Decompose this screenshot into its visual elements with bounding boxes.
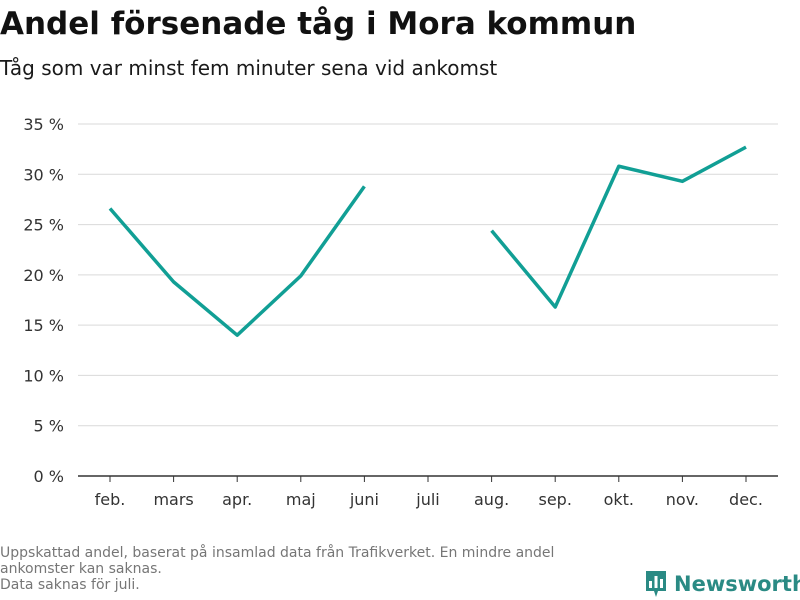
chart-title: Andel försenade tåg i Mora kommun — [0, 6, 637, 42]
y-tick-label: 15 % — [23, 316, 64, 335]
y-tick-label: 25 % — [23, 216, 64, 235]
footnote-line: ankomster kan saknas. — [0, 561, 162, 577]
x-tick-label: dec. — [729, 490, 763, 509]
y-tick-label: 35 % — [23, 115, 64, 134]
y-tick-label: 10 % — [23, 366, 64, 385]
x-tick-label: mars — [153, 490, 193, 509]
footnote-line: Data saknas för juli. — [0, 577, 140, 593]
chart-subtitle: Tåg som var minst fem minuter sena vid a… — [0, 56, 498, 80]
footnote-line: Uppskattad andel, baserat på insamlad da… — [0, 545, 555, 561]
y-tick-label: 20 % — [23, 266, 64, 285]
x-tick-label: apr. — [222, 490, 252, 509]
footnote: Uppskattad andel, baserat på insamlad da… — [0, 545, 640, 593]
bar-chart-bubble-icon — [646, 571, 666, 597]
y-tick-label: 0 % — [34, 467, 64, 486]
x-tick-label: juni — [349, 490, 379, 509]
y-tick-label: 30 % — [23, 165, 64, 184]
x-tick-label: juli — [415, 490, 439, 509]
brand-name: Newsworthy — [674, 572, 800, 596]
x-tick-label: maj — [286, 490, 316, 509]
x-tick-label: feb. — [95, 490, 126, 509]
x-tick-label: okt. — [604, 490, 634, 509]
y-tick-label: 5 % — [34, 417, 64, 436]
series-line — [108, 185, 366, 337]
x-tick-label: sep. — [538, 490, 571, 509]
brand-logo: Newsworthy — [644, 568, 800, 600]
series-line — [490, 145, 747, 309]
x-tick-label: nov. — [666, 490, 699, 509]
x-tick-label: aug. — [474, 490, 509, 509]
